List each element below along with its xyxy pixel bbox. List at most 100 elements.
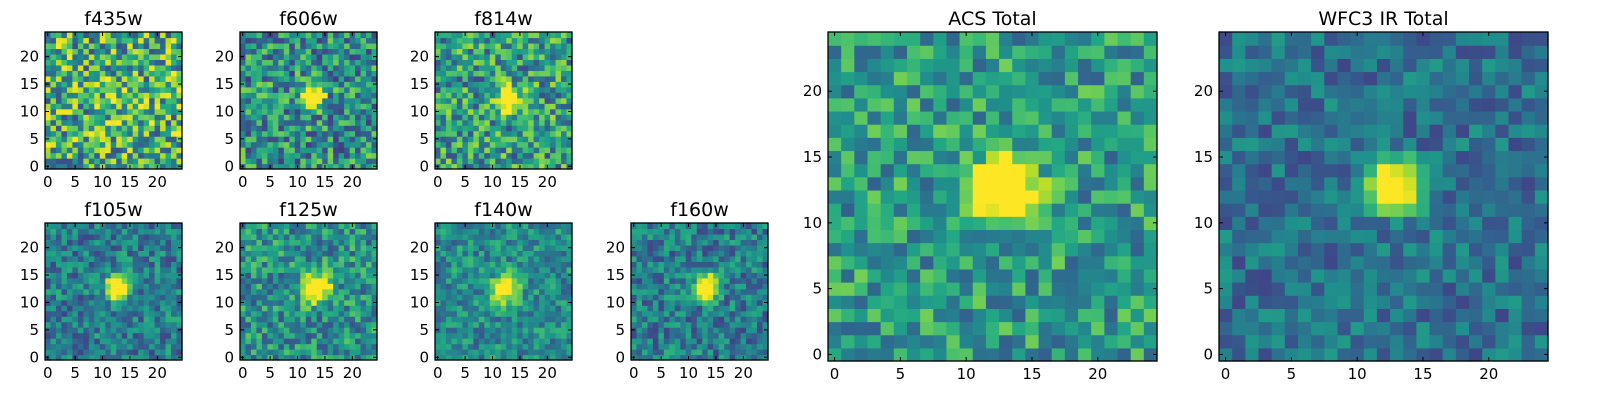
heatmap-cell bbox=[149, 141, 156, 148]
heatmap-cell bbox=[1051, 216, 1066, 230]
heatmap-cell bbox=[61, 338, 68, 345]
heatmap-cell bbox=[311, 354, 318, 361]
heatmap-cell bbox=[539, 272, 546, 279]
heatmap-cell bbox=[757, 266, 764, 273]
heatmap-cell bbox=[278, 103, 285, 110]
heatmap-cell bbox=[149, 37, 156, 44]
heatmap-cell bbox=[283, 125, 290, 132]
heatmap-cell bbox=[451, 266, 458, 273]
heatmap-cell bbox=[349, 103, 356, 110]
heatmap-cell bbox=[946, 295, 961, 309]
x-tick-label: 15 bbox=[315, 173, 334, 191]
heatmap-cell bbox=[61, 70, 68, 77]
heatmap-cell bbox=[149, 255, 156, 262]
heatmap-cell bbox=[116, 42, 123, 50]
heatmap-cell bbox=[176, 294, 183, 301]
heatmap-cell bbox=[300, 294, 307, 301]
heatmap-cell bbox=[160, 288, 167, 295]
heatmap-cell bbox=[906, 216, 921, 230]
heatmap-cell bbox=[445, 97, 453, 104]
heatmap-cell bbox=[110, 37, 117, 44]
heatmap-cell bbox=[327, 239, 334, 246]
heatmap-cell bbox=[149, 261, 156, 268]
heatmap-cell bbox=[333, 299, 340, 306]
heatmap-cell bbox=[1130, 334, 1145, 349]
heatmap-cell bbox=[533, 272, 540, 279]
heatmap-cell bbox=[366, 343, 373, 350]
heatmap-cell bbox=[555, 130, 562, 137]
y-tick-label: 20 bbox=[410, 239, 429, 257]
heatmap-cell bbox=[544, 130, 551, 137]
heatmap-cell bbox=[344, 130, 351, 137]
heatmap-cell bbox=[176, 277, 183, 284]
heatmap-cell bbox=[256, 283, 263, 290]
heatmap-cell bbox=[946, 216, 961, 230]
heatmap-cell bbox=[647, 228, 654, 235]
heatmap-cell bbox=[272, 53, 279, 60]
heatmap-cell bbox=[294, 288, 301, 295]
heatmap-cell bbox=[50, 108, 57, 115]
heatmap-cell bbox=[149, 136, 156, 143]
heatmap-cell bbox=[61, 119, 68, 126]
heatmap-cell bbox=[366, 250, 373, 257]
heatmap-cell bbox=[127, 64, 134, 71]
heatmap-cell bbox=[176, 75, 183, 82]
heatmap-cell bbox=[338, 37, 345, 44]
heatmap-cell bbox=[267, 125, 274, 132]
heatmap-cell bbox=[250, 294, 258, 301]
heatmap-cell bbox=[138, 147, 145, 154]
heatmap-cell bbox=[680, 223, 687, 230]
heatmap-cell bbox=[867, 282, 882, 296]
x-tick-label: 5 bbox=[656, 364, 666, 382]
heatmap-cell bbox=[267, 321, 274, 328]
heatmap-cell bbox=[267, 64, 274, 71]
heatmap-cell bbox=[533, 316, 540, 323]
heatmap-cell bbox=[110, 75, 117, 82]
heatmap-cell bbox=[283, 332, 290, 339]
heatmap-cell bbox=[294, 343, 301, 350]
heatmap-cell bbox=[854, 203, 869, 217]
heatmap-cell bbox=[691, 266, 698, 273]
heatmap-cell bbox=[533, 283, 540, 290]
heatmap-cell bbox=[261, 272, 268, 279]
heatmap-cell bbox=[495, 250, 502, 257]
heatmap-cell bbox=[333, 125, 340, 132]
heatmap-cell bbox=[110, 103, 117, 110]
heatmap-cell bbox=[245, 97, 252, 104]
heatmap-cell bbox=[110, 272, 117, 279]
heatmap-cell bbox=[445, 141, 453, 148]
heatmap-cell bbox=[495, 277, 502, 284]
heatmap-cell bbox=[920, 308, 934, 323]
heatmap-cell bbox=[522, 321, 529, 328]
heatmap-cell bbox=[322, 305, 329, 312]
heatmap-cell bbox=[289, 349, 296, 356]
heatmap-cell bbox=[171, 53, 178, 60]
heatmap-cell bbox=[440, 266, 447, 273]
heatmap-cell bbox=[746, 283, 753, 290]
heatmap-cell bbox=[154, 349, 161, 356]
heatmap-cell bbox=[371, 86, 378, 93]
heatmap-cell bbox=[462, 158, 469, 165]
heatmap-cell bbox=[160, 141, 167, 148]
heatmap-cell bbox=[322, 310, 329, 317]
heatmap-cell bbox=[77, 327, 84, 334]
heatmap-cell bbox=[366, 244, 373, 251]
heatmap-cell bbox=[349, 239, 356, 246]
heatmap-cell bbox=[267, 239, 274, 246]
heatmap-cell bbox=[566, 152, 573, 159]
heatmap-cell bbox=[435, 147, 442, 154]
heatmap-cell bbox=[245, 244, 252, 251]
heatmap-cell bbox=[110, 255, 117, 262]
heatmap-cell bbox=[867, 163, 882, 178]
heatmap-cell bbox=[658, 244, 665, 251]
heatmap-cell bbox=[1104, 189, 1119, 204]
heatmap-cell bbox=[338, 53, 345, 60]
heatmap-cell bbox=[110, 294, 117, 301]
heatmap-cell bbox=[110, 316, 117, 323]
heatmap-cell bbox=[327, 310, 334, 317]
heatmap-cell bbox=[544, 152, 551, 159]
heatmap-cell bbox=[473, 277, 480, 284]
heatmap-cell bbox=[116, 136, 123, 143]
heatmap-cell bbox=[283, 250, 290, 257]
heatmap-cell bbox=[539, 97, 546, 104]
